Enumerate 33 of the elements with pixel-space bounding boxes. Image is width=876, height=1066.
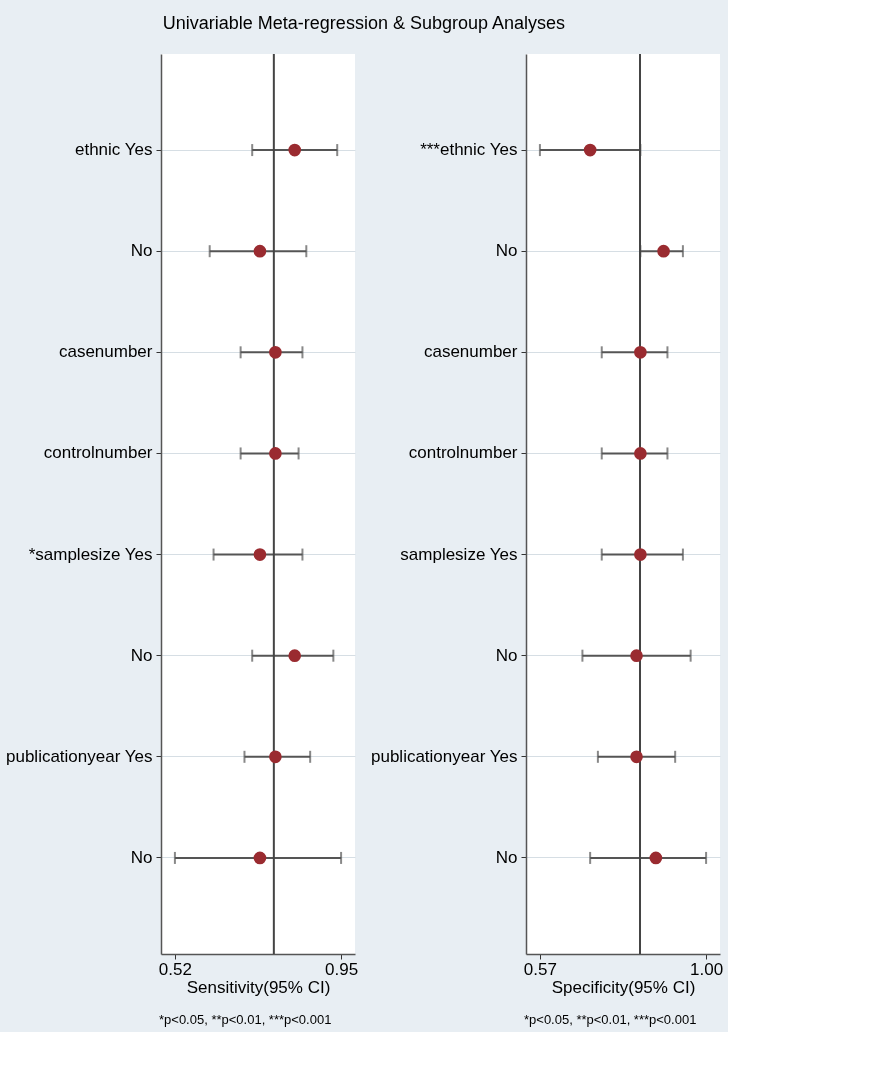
- text: *p<0.05, **p<0.01, ***p<0.001: [524, 1012, 697, 1027]
- y-tick-label: No: [495, 241, 518, 261]
- point: [634, 447, 647, 460]
- y-tick-label: No: [495, 847, 518, 867]
- point: [634, 346, 647, 359]
- y-tick-label: controlnumber: [43, 443, 153, 463]
- chart-title: Univariable Meta-regression & Subgroup Analyses: [162, 13, 566, 33]
- point: [634, 548, 647, 561]
- y-tick-label: casenumber: [58, 342, 153, 362]
- y-tick-label: publicationyear Yes: [5, 746, 153, 766]
- point: [630, 750, 643, 764]
- y-tick-label: ***ethnic Yes: [420, 140, 518, 160]
- point: [657, 244, 670, 258]
- text: *p<0.05, **p<0.01, ***p<0.001: [159, 1012, 332, 1027]
- y-tick-label: No: [495, 645, 518, 665]
- y-tick-label: publicationyear Yes: [370, 746, 518, 766]
- y-tick-label: controlnumber: [408, 443, 518, 463]
- point: [649, 851, 663, 865]
- point: [583, 143, 597, 157]
- y-tick-label: *samplesize Yes: [28, 544, 153, 564]
- x-tick-label: 0.57: [523, 959, 557, 979]
- x-tick-label: 0.95: [325, 959, 359, 979]
- y-tick-label: No: [130, 645, 153, 665]
- x-axis-title: Specificity(95% CI): [551, 977, 696, 997]
- x-tick-label: 0.52: [158, 959, 192, 979]
- x-axis-title: Sensitivity(95% CI): [186, 977, 331, 997]
- y-tick-label: casenumber: [423, 342, 518, 362]
- y-tick-label: No: [130, 847, 153, 867]
- y-tick-label: ethnic Yes: [74, 140, 153, 160]
- x-tick-label: 1.00: [690, 959, 724, 979]
- point: [630, 649, 643, 662]
- y-tick-label: No: [130, 241, 153, 261]
- y-tick-label: samplesize Yes: [400, 544, 518, 564]
